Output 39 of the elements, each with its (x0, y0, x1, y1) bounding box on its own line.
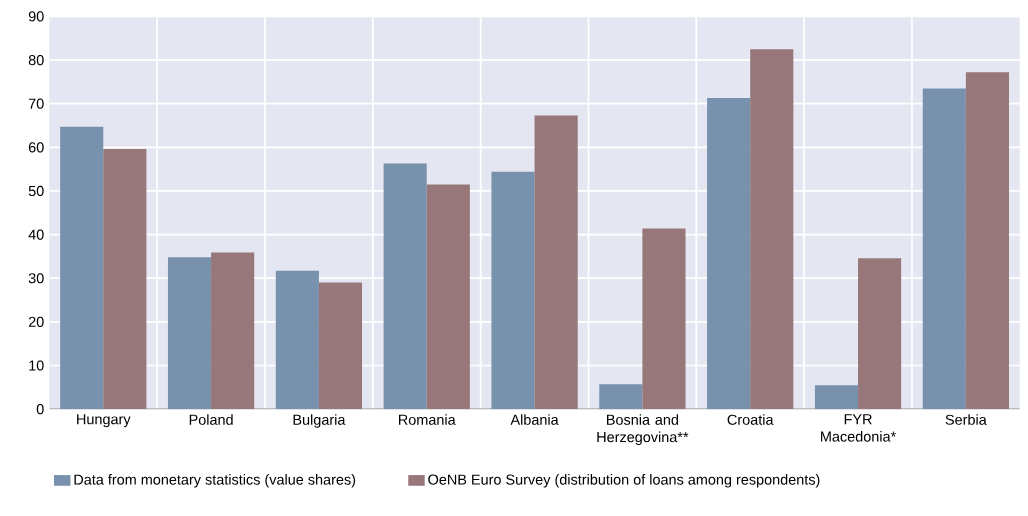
x-tick-label: Croatia (727, 414, 774, 425)
x-tick-label: Poland (189, 414, 233, 425)
bar (491, 171, 535, 410)
bar (275, 270, 319, 410)
y-tick-label: 0 (36, 404, 44, 415)
bar (60, 126, 104, 410)
bar (750, 49, 794, 410)
y-tick-label: 20 (28, 316, 44, 327)
bar (858, 258, 902, 410)
y-tick-label: 30 (28, 273, 44, 284)
x-tick-label: Albania (510, 414, 559, 425)
bar (965, 72, 1009, 410)
bar (211, 252, 255, 410)
x-tick-label: Bosnia and Herzegovina** (597, 414, 689, 446)
bar (318, 282, 363, 410)
x-tick-label: Hungary (77, 414, 131, 428)
x-tick-label: FYR Macedonia* (821, 414, 896, 442)
bar (922, 88, 966, 410)
bar (426, 184, 470, 410)
bar (534, 115, 578, 410)
x-tick-label: Romania (399, 414, 456, 425)
y-tick-label: 40 (28, 229, 44, 240)
y-tick-label: 60 (28, 142, 44, 153)
legend-label: OeNB Euro Survey (distribution of loans among respondents) (428, 474, 820, 488)
bar (707, 98, 751, 410)
y-tick-label: 80 (28, 54, 44, 66)
x-tick-label: Serbia (945, 414, 987, 425)
y-tick-label: 10 (29, 360, 44, 371)
y-tick-label: 50 (28, 185, 44, 197)
x-tick-label: Bulgaria (293, 414, 346, 428)
y-tick-label: 70 (28, 98, 44, 109)
bar (103, 149, 147, 410)
bar (599, 384, 643, 410)
bar (814, 385, 859, 410)
legend-label: Data from monetary statistics (value shares) (74, 474, 356, 488)
bar (167, 257, 212, 410)
bar (642, 228, 686, 410)
bar (383, 163, 427, 410)
y-tick-label: 90 (28, 11, 44, 22)
